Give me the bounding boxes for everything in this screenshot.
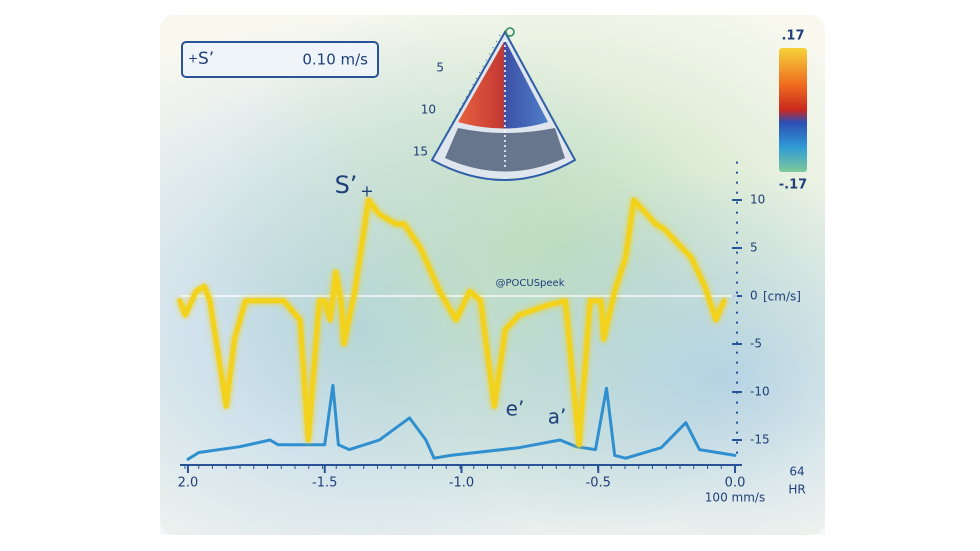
velocity-label: S’ [198,49,214,69]
y-tick-label: 0 [750,289,758,303]
color-scale-min: -.17 [779,178,807,193]
y-tick-label: -10 [750,385,770,399]
watermark: @POCUSpeek [496,278,565,289]
annotation: e’ [506,397,525,421]
x-tick-label: -0.5 [586,476,611,491]
plus-icon: + [360,182,373,201]
echo-sector [430,27,577,181]
velocity-value: 0.10 m/s [302,51,368,69]
color-bar [779,48,807,172]
y-tick-label: 10 [750,193,765,207]
x-tick-label: 2.0 [178,476,199,491]
y-tick-label: 5 [750,241,758,255]
color-scale-max: .17 [781,29,804,44]
velocity-box [181,41,379,78]
heart-rate: 64 [789,465,804,479]
x-tick-label: -1.0 [449,476,474,491]
depth-label: 15 [413,145,428,159]
x-tick-label: 0.0 [725,476,746,491]
y-tick-label: -15 [750,433,770,447]
ecg-trace [186,383,737,461]
x-tick-label: -1.5 [312,476,337,491]
velocity-trace [177,197,727,448]
annotation: S’ [335,171,358,199]
plus-icon: + [188,52,198,66]
sweep-speed: 100 mm/s [705,491,765,505]
y-axis-label: [cm/s] [763,290,801,304]
y-tick-label: -5 [750,337,762,351]
depth-label: 5 [436,61,444,75]
annotation: a’ [548,405,567,429]
heart-rate-label: HR [788,483,805,497]
depth-label: 10 [421,103,436,117]
